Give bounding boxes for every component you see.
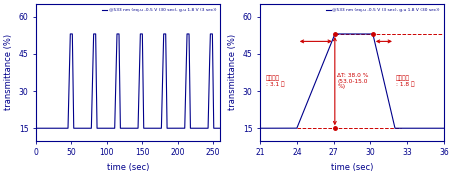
X-axis label: time (sec): time (sec) (331, 163, 373, 172)
Legend: @533 nm (eq.u -0.5 V (3 sec), g.u 1.8 V (30 sec)): @533 nm (eq.u -0.5 V (3 sec), g.u 1.8 V … (324, 6, 442, 14)
Text: 착색속도
: 1.8 초: 착색속도 : 1.8 초 (396, 75, 414, 87)
Text: ΔT: 38.0 %
(53.0-15.0
%): ΔT: 38.0 % (53.0-15.0 %) (337, 73, 369, 89)
X-axis label: time (sec): time (sec) (107, 163, 149, 172)
Y-axis label: transmittance (%): transmittance (%) (4, 34, 13, 111)
Legend: @533 nm (eq.u -0.5 V (30 sec), g.u 1.8 V (3 sec)): @533 nm (eq.u -0.5 V (30 sec), g.u 1.8 V… (100, 6, 218, 14)
Text: 발색속도
: 3.1 초: 발색속도 : 3.1 초 (266, 75, 284, 87)
Y-axis label: transmittance (%): transmittance (%) (228, 34, 237, 111)
